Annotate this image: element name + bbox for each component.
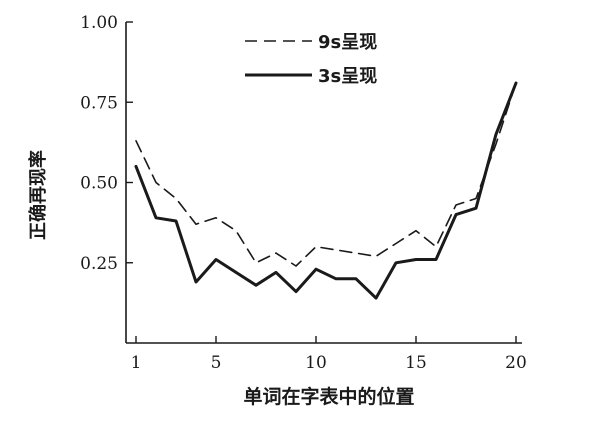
y-tick-label: 0.75: [80, 93, 118, 113]
x-tick-label: 1: [131, 353, 142, 373]
y-tick-label: 0.25: [80, 254, 118, 274]
series-lines: [134, 81, 518, 300]
x-axis-label: 单词在字表中的位置: [243, 385, 414, 408]
legend-label-2: 3s呈现: [318, 66, 377, 87]
x-tick-label: 5: [211, 353, 222, 373]
series-line-2: [134, 81, 518, 300]
axes: 0.250.500.751.001 5 10 15 20: [80, 13, 527, 373]
x-tick-label: 10: [305, 353, 327, 373]
series-line-1: [135, 82, 517, 267]
y-axis-label: 正确再现率: [27, 150, 49, 240]
y-tick-label: 0.50: [80, 174, 118, 194]
legend: 9s呈现 3s呈现: [245, 32, 377, 87]
legend-label-1: 9s呈现: [318, 32, 377, 53]
y-tick-label: 1.00: [80, 13, 118, 33]
x-tick-label: 15: [405, 353, 427, 373]
x-tick-label: 20: [505, 353, 527, 373]
